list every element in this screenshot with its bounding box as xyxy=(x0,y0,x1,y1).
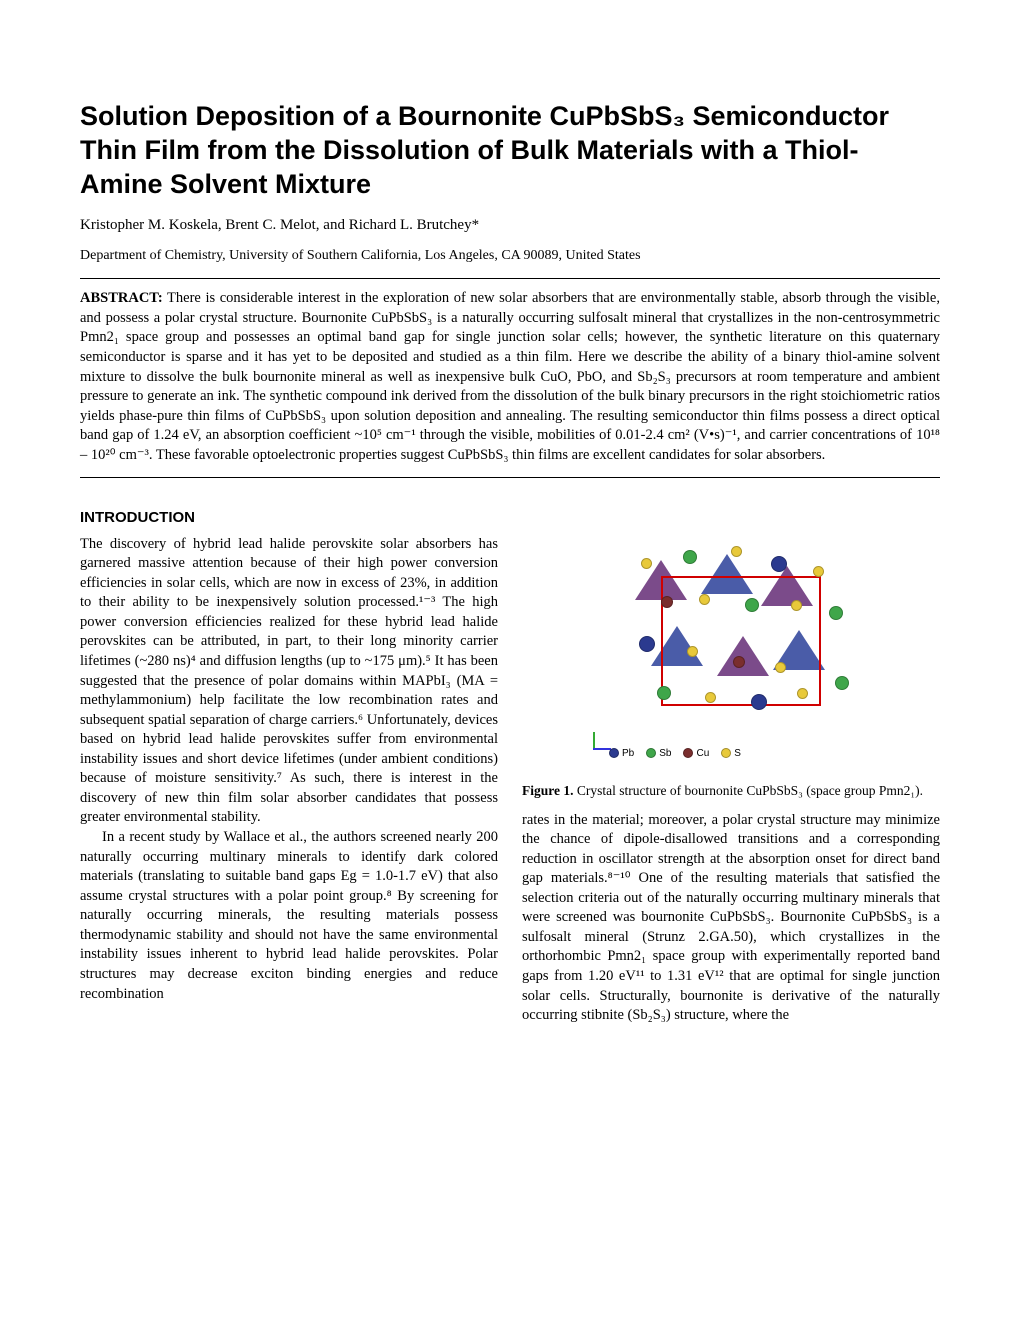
crystal-structure-diagram: Pb Sb Cu S xyxy=(591,536,871,756)
atom-sb xyxy=(835,676,849,690)
figure-1-caption: Figure 1. Crystal structure of bournonit… xyxy=(522,782,940,800)
atom-sb xyxy=(683,550,697,564)
right-para-1: rates in the material; moreover, a polar… xyxy=(522,811,940,1026)
legend-pb: Pb xyxy=(622,748,634,759)
intro-para-1: The discovery of hybrid lead halide pero… xyxy=(80,535,498,828)
authors-line: Kristopher M. Koskela, Brent C. Melot, a… xyxy=(80,217,940,234)
atom-s xyxy=(813,566,824,577)
abstract-body: There is considerable interest in the ex… xyxy=(80,290,940,463)
figure-1-image: Pb Sb Cu S xyxy=(522,516,940,776)
intro-header: INTRODUCTION xyxy=(80,508,498,528)
atom-pb xyxy=(751,694,767,710)
atom-sb xyxy=(829,606,843,620)
abstract-block: ABSTRACT: There is considerable interest… xyxy=(80,278,940,478)
right-column: Pb Sb Cu S Figure 1. Crystal structure o… xyxy=(522,508,940,1025)
legend-cu: Cu xyxy=(696,748,709,759)
affiliation-line: Department of Chemistry, University of S… xyxy=(80,248,940,264)
figure-1: Pb Sb Cu S Figure 1. Crystal structure o… xyxy=(522,516,940,800)
figure-caption-label: Figure 1. xyxy=(522,783,574,798)
unit-cell-outline xyxy=(661,576,821,706)
paper-title: Solution Deposition of a Bournonite CuPb… xyxy=(80,100,940,201)
figure-caption-body: Crystal structure of bournonite CuPbSbS₃… xyxy=(574,783,924,798)
legend-s: S xyxy=(734,748,741,759)
abstract-label: ABSTRACT: xyxy=(80,290,163,306)
legend-sb: Sb xyxy=(659,748,671,759)
two-column-body: INTRODUCTION The discovery of hybrid lea… xyxy=(80,508,940,1025)
intro-para-2: In a recent study by Wallace et al., the… xyxy=(80,828,498,1004)
left-column: INTRODUCTION The discovery of hybrid lea… xyxy=(80,508,498,1025)
figure-legend: Pb Sb Cu S xyxy=(609,747,741,761)
